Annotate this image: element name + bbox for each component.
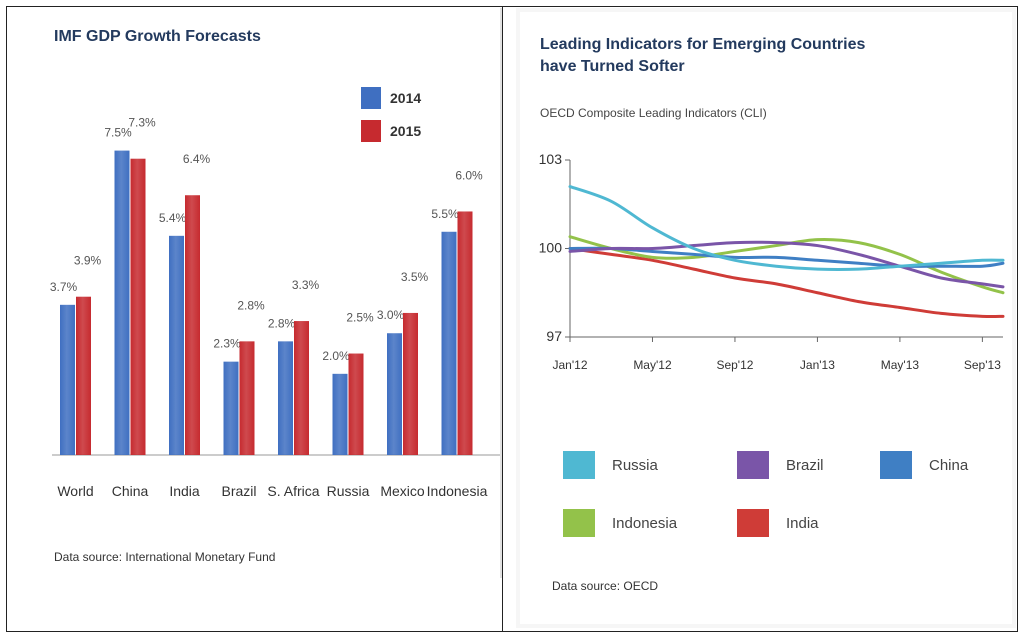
- cli-series-line-indonesia: [568, 235, 1005, 295]
- cli-x-tick-label: Sep'12: [716, 358, 753, 372]
- bar-2015-world: [76, 296, 91, 455]
- bar-2014-india: [169, 235, 184, 455]
- category-label: World: [57, 483, 93, 499]
- cli-legend-swatch-brazil: [737, 451, 769, 479]
- category-label: Russia: [327, 483, 370, 499]
- bar-data-label: 7.5%: [104, 126, 132, 140]
- bar-data-label: 3.0%: [377, 308, 405, 322]
- legend-swatch-2015: [361, 120, 381, 142]
- cli-x-tick-label: Sep'13: [964, 358, 1001, 372]
- bar-2014-indonesia: [441, 231, 457, 455]
- bar-data-label: 3.5%: [401, 270, 429, 284]
- cli-series-line-russia: [568, 185, 1005, 272]
- cli-series-line-brazil: [568, 240, 1005, 289]
- gdp-bar-chart: 3.7% 3.9% World 7.5%7.3% China 5.4% 6.4% India 2…: [50, 87, 500, 499]
- cli-legend-swatch-china: [880, 451, 912, 479]
- cli-legend-label-china: China: [929, 457, 969, 474]
- bar-2015-india: [185, 195, 200, 455]
- bar-2014-brazil: [223, 361, 239, 455]
- bar-data-label: 2.5%: [346, 311, 374, 325]
- cli-y-tick-label: 103: [539, 151, 563, 167]
- cli-legend-label-brazil: Brazil: [786, 457, 824, 474]
- bar-data-label: 2.8%: [268, 316, 296, 330]
- cli-y-tick-label: 100: [539, 240, 563, 256]
- category-label: Brazil: [221, 483, 256, 499]
- bar-data-label: 3.3%: [292, 278, 320, 292]
- bar-data-label: 2.3%: [213, 337, 241, 351]
- cli-series-line-india: [568, 247, 1005, 319]
- bar-2015-indonesia: [457, 211, 473, 455]
- panel-divider: [502, 6, 503, 632]
- category-label: Indonesia: [427, 483, 488, 499]
- category-label: S. Africa: [267, 483, 319, 499]
- cli-series-line-china: [568, 246, 1005, 268]
- category-label: Mexico: [380, 483, 425, 499]
- bar-2015-brazil: [239, 341, 255, 455]
- cli-x-tick-label: Jan'13: [800, 358, 835, 372]
- bar-data-label: 5.5%: [431, 207, 459, 221]
- category-label: China: [112, 483, 149, 499]
- bar-2015-russia: [348, 353, 364, 455]
- category-label: India: [169, 483, 200, 499]
- bar-data-label: 3.7%: [50, 280, 78, 294]
- cli-x-tick-label: May'13: [881, 358, 920, 372]
- bar-data-label: 3.9%: [74, 254, 102, 268]
- bar-2014-russia: [332, 373, 348, 455]
- bar-2015-china: [130, 158, 146, 456]
- cli-chart-title-line2: have Turned Softer: [540, 58, 685, 75]
- legend-label-2015: 2015: [390, 123, 421, 139]
- legend-label-2014: 2014: [390, 90, 421, 106]
- panel-shadow: [500, 8, 503, 578]
- bar-data-label: 6.4%: [183, 152, 211, 166]
- legend-swatch-2014: [361, 87, 381, 109]
- bar-data-label: 2.0%: [322, 349, 350, 363]
- cli-legend-label-russia: Russia: [612, 457, 659, 474]
- cli-legend-label-india: India: [786, 515, 819, 532]
- bar-data-label: 5.4%: [159, 211, 187, 225]
- bar-data-label: 6.0%: [455, 168, 483, 182]
- cli-legend-swatch-india: [737, 509, 769, 537]
- bar-2014-safrica: [278, 341, 293, 455]
- figure-frame: [6, 6, 1018, 632]
- bar-2014-china: [114, 150, 130, 455]
- bar-2015-mexico: [403, 312, 418, 455]
- cli-data-source: Data source: OECD: [552, 579, 659, 593]
- bar-2015-safrica: [294, 321, 309, 455]
- gdp-data-source: Data source: International Monetary Fund: [54, 550, 276, 564]
- bar-2014-mexico: [387, 333, 402, 455]
- cli-legend-swatch-russia: [563, 451, 595, 479]
- cli-chart-title-line1: Leading Indicators for Emerging Countrie…: [540, 36, 866, 53]
- cli-y-tick-label: 97: [546, 328, 562, 344]
- bar-data-label: 2.8%: [237, 298, 265, 312]
- cli-line-chart: 103 100 97 Jan'12 May'12 Sep'12 Jan'13 May'13 Se…: [539, 151, 1005, 537]
- bar-2014-world: [60, 304, 75, 455]
- cli-x-tick-label: May'12: [633, 358, 672, 372]
- cli-legend-label-indonesia: Indonesia: [612, 515, 678, 532]
- cli-legend-swatch-indonesia: [563, 509, 595, 537]
- cli-x-tick-label: Jan'12: [553, 358, 588, 372]
- cli-chart-subtitle: OECD Composite Leading Indicators (CLI): [540, 106, 767, 120]
- bar-data-label: 7.3%: [128, 116, 156, 130]
- gdp-chart-title: IMF GDP Growth Forecasts: [54, 28, 261, 45]
